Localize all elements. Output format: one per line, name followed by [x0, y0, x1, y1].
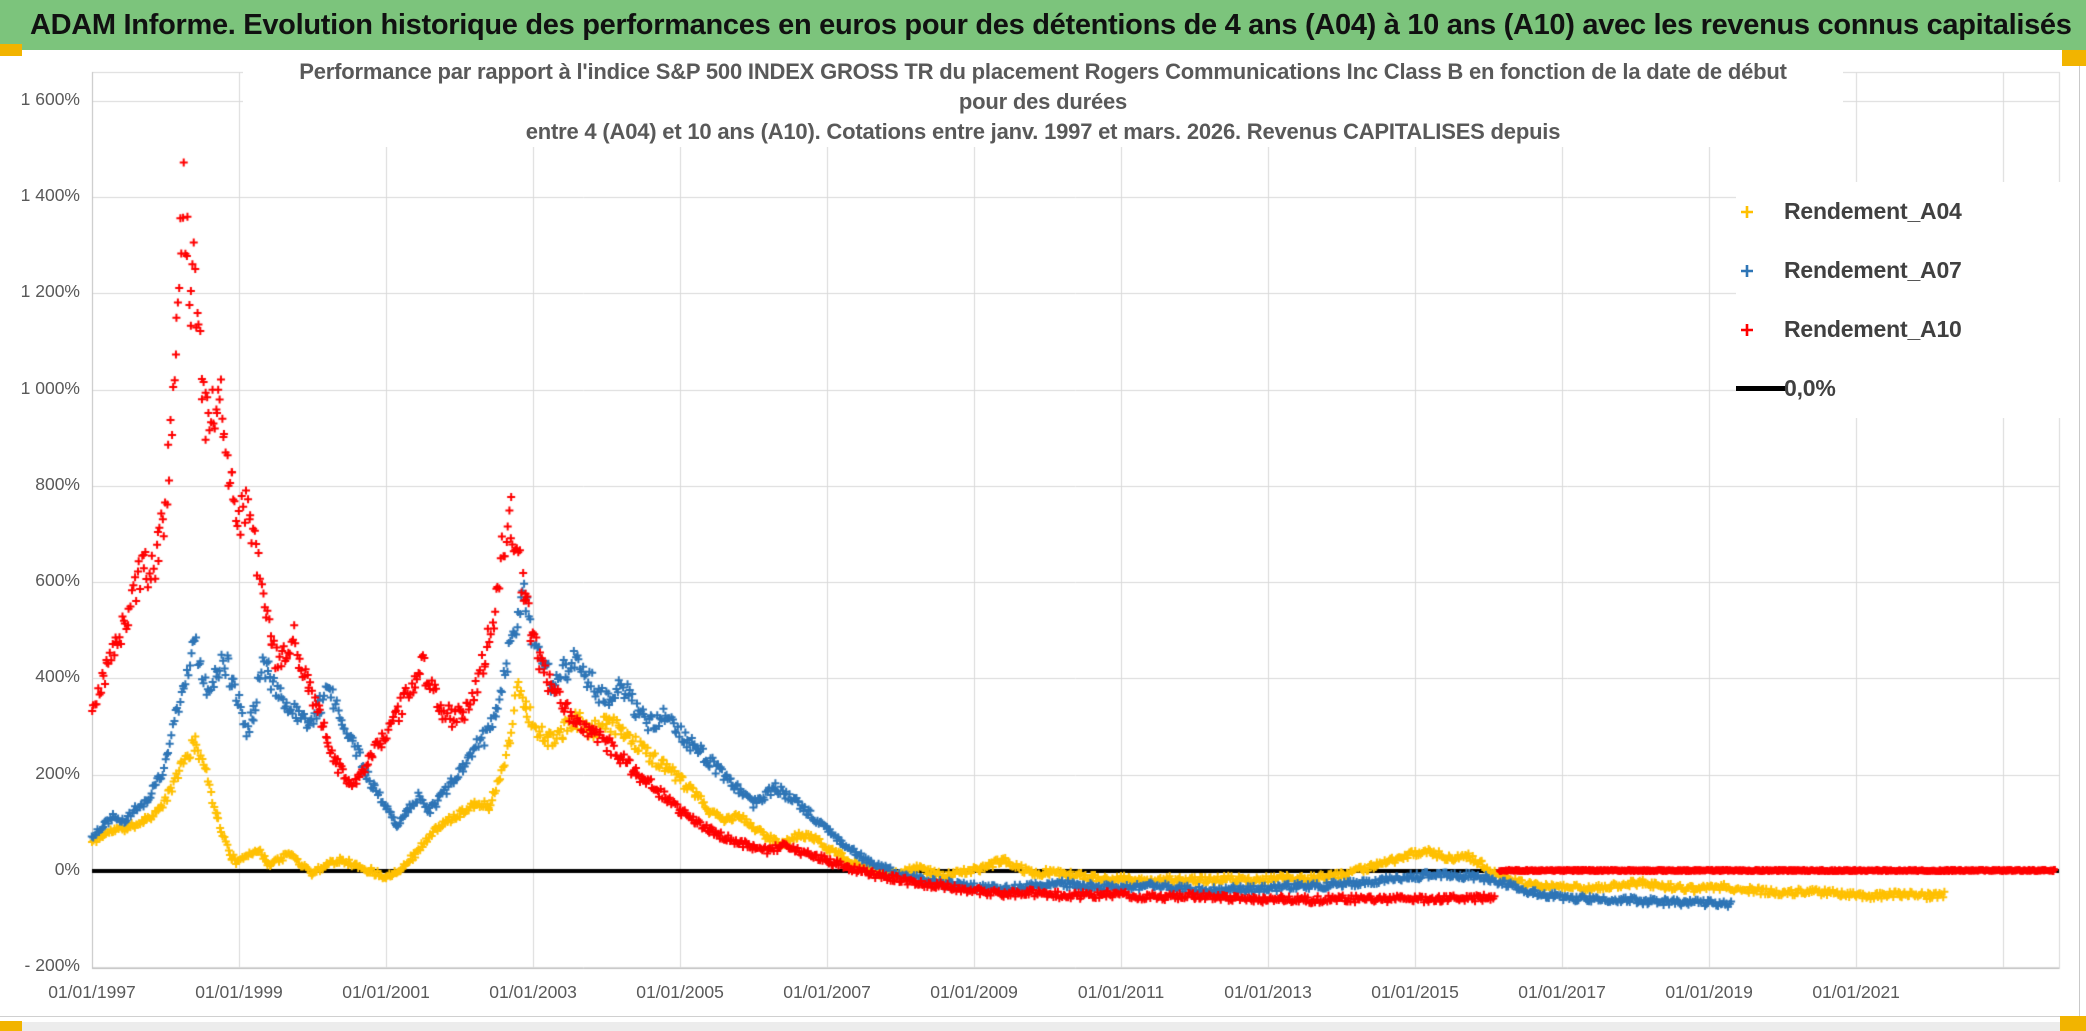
y-axis-label: 0%: [54, 859, 80, 879]
x-axis-label: 01/01/2001: [342, 982, 430, 1002]
x-axis-label: 01/01/2003: [489, 982, 577, 1002]
y-axis-label: 1 000%: [20, 377, 80, 398]
plus-marker-icon: [1736, 322, 1758, 338]
x-axis-label: 01/01/2009: [930, 982, 1018, 1002]
x-axis-label: 01/01/2007: [783, 982, 871, 1002]
chart-title-line-2: pour des durées: [958, 89, 1128, 114]
chart-title-line-1: Performance par rapport à l'indice S&P 5…: [299, 59, 1787, 84]
x-axis-label: 01/01/2005: [636, 982, 724, 1002]
bottom-scrollbar-strip: [0, 1022, 2086, 1031]
plus-marker-icon: [1736, 263, 1758, 279]
legend-label-zero: 0,0%: [1784, 375, 1836, 401]
legend-label-a04: Rendement_A04: [1784, 198, 1962, 224]
x-axis-label: 01/01/2015: [1371, 982, 1459, 1002]
y-axis-label: 800%: [35, 473, 80, 494]
legend-item-a04: Rendement_A04: [1736, 182, 2066, 241]
y-axis-label: 200%: [35, 762, 80, 783]
x-axis-label: 01/01/2011: [1077, 982, 1165, 1002]
legend-label-a07: Rendement_A07: [1784, 257, 1962, 283]
chart-title: Performance par rapport à l'indice S&P 5…: [243, 57, 1843, 147]
zero-line-swatch: [1736, 386, 1786, 391]
legend: Rendement_A04 Rendement_A07 Rendement_A1…: [1736, 182, 2066, 418]
corner-accent: [0, 44, 22, 56]
y-axis-label: 1 200%: [20, 281, 80, 302]
legend-item-a07: Rendement_A07: [1736, 241, 2066, 300]
legend-label-a10: Rendement_A10: [1784, 316, 1962, 342]
x-axis-label: 01/01/2013: [1224, 982, 1312, 1002]
legend-item-zero-line: 0,0%: [1736, 359, 2066, 418]
x-axis-label: 01/01/1997: [48, 982, 136, 1002]
page-title-bar: ADAM Informe. Evolution historique des p…: [0, 0, 2086, 50]
corner-accent: [0, 1021, 22, 1031]
y-axis-label: 400%: [35, 666, 80, 687]
y-axis-label: 600%: [35, 570, 80, 591]
page-title: ADAM Informe. Evolution historique des p…: [30, 8, 2072, 41]
x-axis-label: 01/01/2021: [1812, 982, 1900, 1002]
y-axis-label: 1 600%: [20, 88, 80, 109]
plus-marker-icon: [1736, 204, 1758, 220]
x-axis-label: 01/01/1999: [195, 982, 283, 1002]
chart-title-line-3: entre 4 (A04) et 10 ans (A10). Cotations…: [525, 119, 1561, 144]
y-axis-label: 1 400%: [20, 184, 80, 205]
x-axis-label: 01/01/2017: [1518, 982, 1606, 1002]
frame-divider: [0, 1016, 2086, 1017]
x-axis-label: 01/01/2019: [1665, 982, 1753, 1002]
y-axis-label: - 200%: [24, 955, 80, 976]
corner-accent: [2062, 50, 2086, 66]
frame-right-border: [2079, 50, 2080, 1031]
legend-item-a10: Rendement_A10: [1736, 300, 2066, 359]
corner-accent: [2060, 1016, 2086, 1031]
